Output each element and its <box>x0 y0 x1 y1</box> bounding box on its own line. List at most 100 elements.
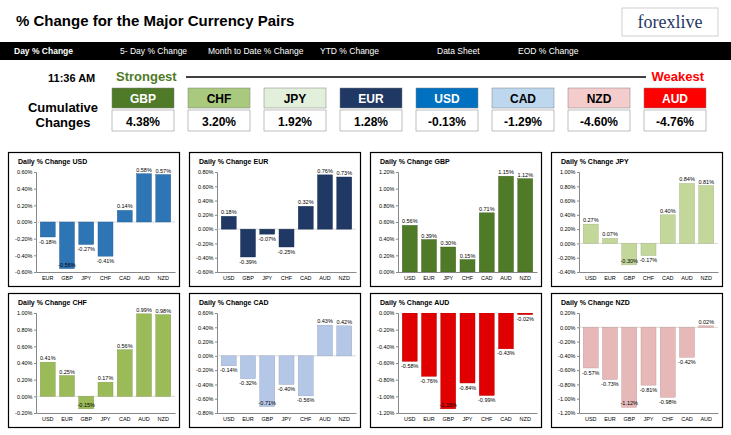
data-label: -0.73% <box>601 381 619 387</box>
y-tick: 0.20% <box>198 212 217 218</box>
data-label: -0.39% <box>239 259 257 265</box>
y-axis: -0.60%-0.40%-0.20%0.00%0.20%0.40%0.60% <box>15 169 36 275</box>
tick-mark <box>396 413 398 414</box>
x-tick: CHF <box>643 275 655 281</box>
data-label: 0.02% <box>698 319 714 325</box>
axis-line <box>37 413 176 414</box>
tick-label: -0.20% <box>377 327 395 333</box>
data-label: 0.42% <box>336 319 352 325</box>
data-labels: 0.27%0.07%-0.30%-0.17%0.40%0.84%0.81% <box>583 176 714 263</box>
tick-label: 0.20% <box>17 377 33 383</box>
weakest: Weakest <box>651 69 704 84</box>
tick-label: AUD <box>138 416 150 422</box>
tick-label: -0.80% <box>377 377 395 383</box>
data-label: 0.18% <box>221 209 237 215</box>
currency-swatch <box>416 88 478 108</box>
tick-label: JPY <box>643 416 653 422</box>
chart-title: Daily % Change GBP <box>380 158 450 166</box>
bar <box>156 175 171 223</box>
currency-name: NZD <box>587 92 612 106</box>
y-tick: 0.00% <box>560 325 579 331</box>
tick-mark <box>577 258 579 259</box>
tick-label: -0.80% <box>196 410 214 416</box>
chart-panel: Daily % Change EUR-0.60%-0.40%-0.20%0.00… <box>190 153 361 287</box>
data-label: 0.17% <box>98 375 114 381</box>
tick-label: CHF <box>643 275 655 281</box>
chart-title: Daily % Change USD <box>18 158 87 166</box>
tick-mark <box>34 413 36 414</box>
dashboard: % Change for the Major Currency Pairsfor… <box>0 0 731 435</box>
data-label: 0.81% <box>698 179 714 185</box>
data-label: -0.02% <box>517 316 535 322</box>
tick-mark <box>396 239 398 240</box>
y-tick: 0.60% <box>560 198 579 204</box>
x-tick: CAD <box>681 416 693 422</box>
bar <box>441 247 456 272</box>
x-tick: USD <box>42 416 54 422</box>
data-label: 0.25% <box>59 369 75 375</box>
tick-label: 1.00% <box>17 310 33 316</box>
tick-label: CHF <box>281 275 293 281</box>
x-tick: USD <box>404 416 416 422</box>
x-tick: GBP <box>623 416 635 422</box>
tick-label: 0.60% <box>560 198 576 204</box>
tick-label: -1.20% <box>377 410 395 416</box>
background <box>0 0 731 435</box>
x-tick: CAD <box>481 275 493 281</box>
tick-label: CHF <box>462 275 474 281</box>
axis-line <box>37 272 176 273</box>
x-tick: CHF <box>462 275 474 281</box>
tick-mark <box>215 370 217 371</box>
x-tick: NZD <box>520 275 531 281</box>
y-tick: 0.60% <box>198 310 217 316</box>
y-tick: -1.00% <box>377 394 398 400</box>
x-tick: AUD <box>319 416 331 422</box>
bars <box>40 314 171 409</box>
y-tick: 0.20% <box>560 226 579 232</box>
currency-value-box <box>492 110 554 131</box>
currency-swatch <box>340 88 402 108</box>
bar <box>98 222 113 256</box>
logo-box <box>622 8 718 36</box>
tick-label: -0.40% <box>15 253 33 259</box>
y-tick: -0.80% <box>377 377 398 383</box>
y-tick: 0.80% <box>379 203 398 209</box>
y-tick: 0.60% <box>198 184 217 190</box>
data-label: -0.07% <box>259 236 277 242</box>
axis-line <box>396 173 399 273</box>
tick-label: -0.20% <box>15 410 33 416</box>
y-tick: 0.00% <box>17 219 36 225</box>
x-tick: NZD <box>339 275 350 281</box>
tick-label: 0.60% <box>198 184 214 190</box>
x-tick: CAD <box>500 416 512 422</box>
tick-mark <box>577 272 579 273</box>
bar <box>337 326 352 356</box>
bar <box>479 313 494 396</box>
chart-panel: Daily % Change CHF-0.20%0.00%0.20%0.40%0… <box>9 294 180 428</box>
tick-mark <box>396 222 398 223</box>
tick-label: AUD <box>681 275 693 281</box>
y-tick: 0.40% <box>198 325 217 331</box>
tick-mark <box>396 346 398 347</box>
tick-mark <box>396 172 398 173</box>
data-label: -0.56% <box>58 262 76 268</box>
bar <box>279 229 294 247</box>
currency-tile: NZD-4.60% <box>568 88 630 131</box>
nav-item: Month to Date % Change <box>208 46 304 56</box>
tick-label: 0.20% <box>17 203 33 209</box>
data-label: 0.30% <box>440 240 456 246</box>
tick-mark <box>396 272 398 273</box>
data-labels: 0.56%0.39%0.30%0.15%0.71%1.15%1.12% <box>402 169 533 258</box>
axis-line <box>399 272 538 273</box>
tick-label: GBP <box>61 275 73 281</box>
bar <box>40 222 55 237</box>
y-tick: -0.20% <box>558 255 579 261</box>
tick-mark <box>34 346 36 347</box>
title: % Change for the Major Currency Pairs <box>16 12 294 29</box>
data-label: 0.15% <box>460 253 476 259</box>
tick-label: NZD <box>520 275 531 281</box>
bars <box>40 174 171 269</box>
chart-panel: Daily % Change CAD-0.80%-0.60%-0.40%-0.2… <box>190 294 361 428</box>
tick-label: 0.80% <box>379 203 395 209</box>
x-tick: CHF <box>300 416 312 422</box>
